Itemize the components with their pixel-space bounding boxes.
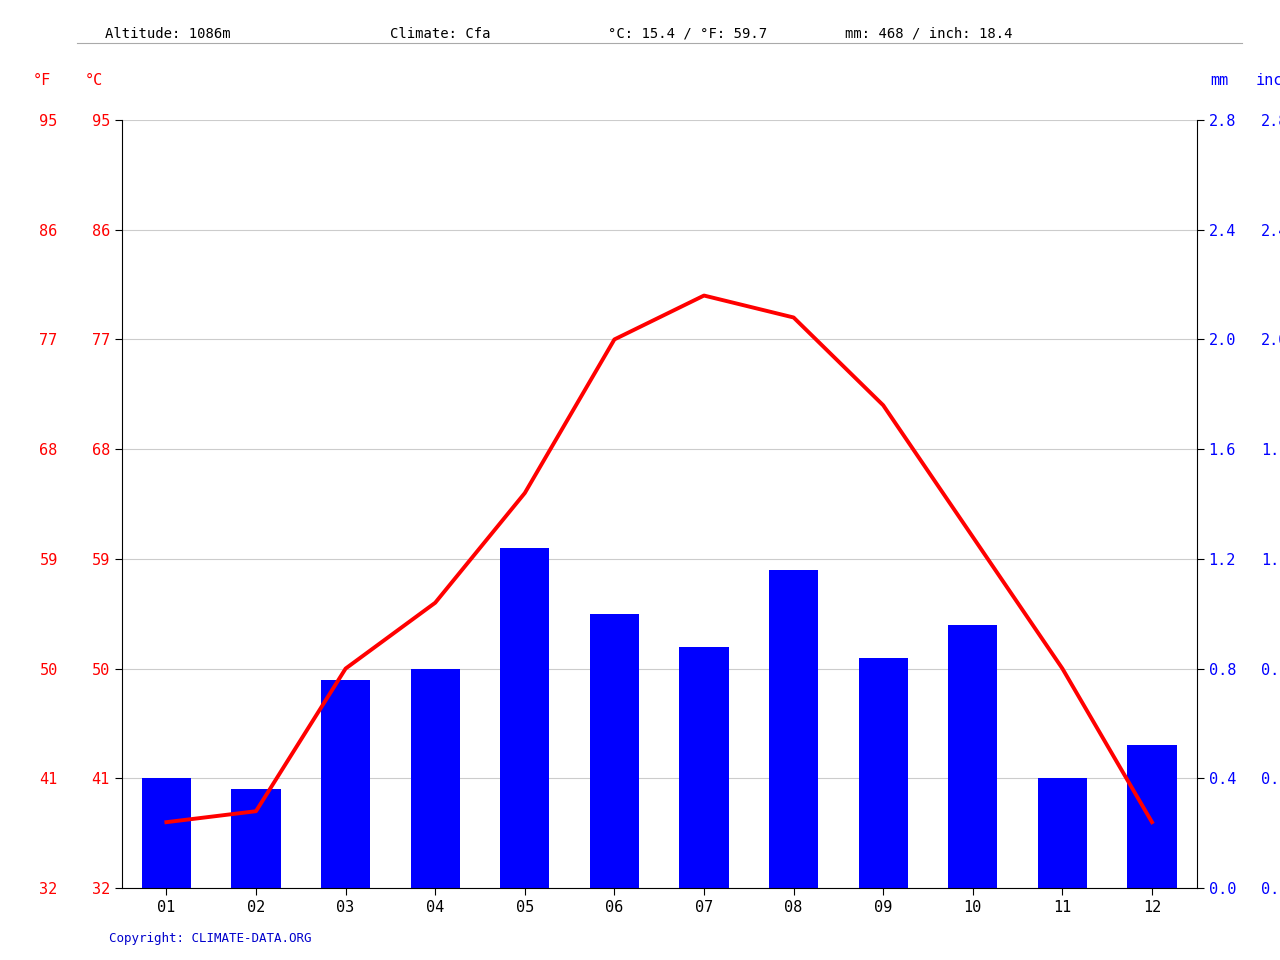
- Bar: [769, 570, 818, 888]
- Text: Altitude: 1086m: Altitude: 1086m: [105, 27, 230, 40]
- Text: mm: 468 / inch: 18.4: mm: 468 / inch: 18.4: [845, 27, 1012, 40]
- Bar: [411, 668, 460, 888]
- Text: Copyright: CLIMATE-DATA.ORG: Copyright: CLIMATE-DATA.ORG: [109, 932, 311, 946]
- Bar: [590, 613, 639, 888]
- Text: mm: mm: [1211, 73, 1229, 88]
- Text: Climate: Cfa: Climate: Cfa: [390, 27, 492, 40]
- Bar: [1038, 779, 1087, 888]
- Bar: [680, 647, 728, 888]
- Bar: [321, 680, 370, 888]
- Bar: [948, 625, 997, 888]
- Bar: [232, 789, 280, 888]
- Bar: [1128, 745, 1176, 888]
- Text: °F: °F: [33, 73, 51, 88]
- Text: °C: 15.4 / °F: 59.7: °C: 15.4 / °F: 59.7: [608, 27, 767, 40]
- Text: inch: inch: [1256, 73, 1280, 88]
- Text: °C: °C: [84, 73, 102, 88]
- Bar: [859, 658, 908, 888]
- Bar: [500, 548, 549, 888]
- Bar: [142, 779, 191, 888]
